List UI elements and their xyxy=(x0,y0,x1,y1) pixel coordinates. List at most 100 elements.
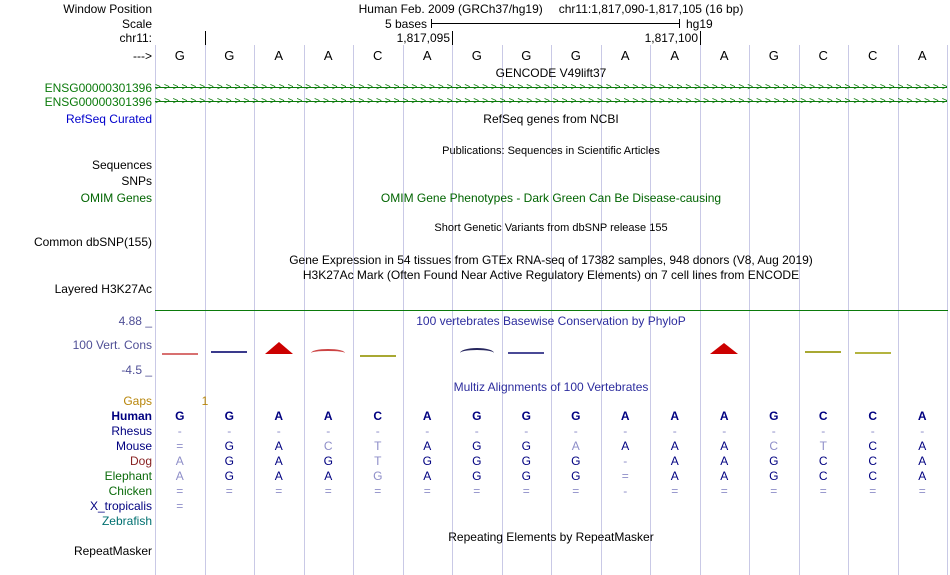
align-base: = xyxy=(176,439,184,453)
track-label-dbsnp[interactable]: Common dbSNP(155) xyxy=(33,235,152,249)
track-title-dbsnp[interactable]: Short Genetic Variants from dbSNP releas… xyxy=(434,222,668,234)
align-base: - xyxy=(623,484,628,498)
track-title-publications[interactable]: Publications: Sequences in Scientific Ar… xyxy=(442,145,660,157)
cons-mark-flat xyxy=(211,351,248,353)
align-base: = xyxy=(869,484,877,498)
align-base: = xyxy=(225,484,233,498)
align-base: - xyxy=(821,424,826,438)
align-base: G xyxy=(521,454,531,468)
track-label-conservation[interactable]: 100 Vert. Cons xyxy=(72,338,152,352)
align-base: G xyxy=(769,454,779,468)
track-title-gtex[interactable]: Gene Expression in 54 tissues from GTEx … xyxy=(289,253,813,267)
align-base: C xyxy=(373,409,383,423)
species-label[interactable]: Zebrafish xyxy=(101,514,152,528)
gene-arrows-1[interactable]: >>>>>>>>>>>>>>>>>>>>>>>>>>>>>>>>>>>>>>>>… xyxy=(155,81,947,94)
align-base: G xyxy=(769,469,779,483)
align-base: C xyxy=(818,409,828,423)
align-base: - xyxy=(672,424,677,438)
align-row-dog[interactable]: Dog A G A G T G G G G - A A G C C A xyxy=(0,454,950,469)
align-base: G xyxy=(472,469,482,483)
align-base: T xyxy=(374,454,382,468)
align-base: - xyxy=(474,424,479,438)
gene-label-1[interactable]: ENSG00000301396 xyxy=(44,81,152,95)
align-base: G xyxy=(422,454,432,468)
align-base: A xyxy=(324,469,333,483)
track-title-repeatmasker[interactable]: Repeating Elements by RepeatMasker xyxy=(448,530,654,544)
align-row-x_tropicalis[interactable]: X_tropicalis = xyxy=(0,499,950,514)
cons-mark-arc xyxy=(311,349,346,353)
species-label[interactable]: Mouse xyxy=(115,439,152,453)
gene-arrows-2[interactable]: >>>>>>>>>>>>>>>>>>>>>>>>>>>>>>>>>>>>>>>>… xyxy=(155,95,947,108)
species-label[interactable]: Elephant xyxy=(104,469,152,483)
align-base: G xyxy=(521,439,531,453)
align-row-human[interactable]: Human G G A A C A G G G A A A G C C A xyxy=(0,409,950,424)
align-base: G xyxy=(571,409,581,423)
align-base: - xyxy=(920,424,925,438)
align-base: C xyxy=(818,469,828,483)
assembly-title: Human Feb. 2009 (GRCh37/hg19) xyxy=(358,2,543,16)
track-title-conservation[interactable]: 100 vertebrates Basewise Conservation by… xyxy=(416,314,686,328)
species-label[interactable]: Rhesus xyxy=(111,424,152,438)
align-base: = xyxy=(423,484,431,498)
species-label[interactable]: Dog xyxy=(129,454,152,468)
strand-label: ---> xyxy=(133,49,152,63)
conservation-wiggle[interactable] xyxy=(0,336,950,364)
align-base: = xyxy=(671,484,679,498)
align-row-rhesus[interactable]: Rhesus - - - - - - - - - - - - - - - - xyxy=(0,424,950,439)
align-row-mouse[interactable]: Mouse = G A C T A G G A A A A C T C A xyxy=(0,439,950,454)
track-title-omim[interactable]: OMIM Gene Phenotypes - Dark Green Can Be… xyxy=(380,191,722,205)
base-letter: A xyxy=(323,48,333,63)
cons-mark-flat xyxy=(854,352,891,354)
cons-mark-flat xyxy=(161,353,198,355)
species-label[interactable]: Chicken xyxy=(108,484,152,498)
align-base: A xyxy=(917,409,927,423)
align-base: - xyxy=(326,424,331,438)
ruler-tick-label: 1,817,100 xyxy=(644,31,698,45)
align-base: G xyxy=(571,454,581,468)
align-base: = xyxy=(176,499,184,513)
align-base: - xyxy=(276,424,281,438)
align-base: - xyxy=(722,424,727,438)
base-letter: C xyxy=(868,48,878,63)
track-label-repeatmasker[interactable]: RepeatMasker xyxy=(73,544,152,558)
track-title-refseq[interactable]: RefSeq genes from NCBI xyxy=(483,112,619,126)
cons-mark-peak xyxy=(264,342,293,354)
align-base: - xyxy=(623,424,628,438)
track-label-refseq[interactable]: RefSeq Curated xyxy=(65,112,152,126)
track-label-omim[interactable]: OMIM Genes xyxy=(80,191,152,205)
align-base: C xyxy=(323,439,333,453)
base-letter: A xyxy=(274,48,284,63)
cons-mark-flat xyxy=(359,355,396,357)
track-label-h3k27ac[interactable]: Layered H3K27Ac xyxy=(54,282,152,296)
track-title-h3k27ac[interactable]: H3K27Ac Mark (Often Found Near Active Re… xyxy=(302,268,800,282)
align-base: - xyxy=(375,424,380,438)
align-base: A xyxy=(274,469,283,483)
align-base: - xyxy=(524,424,529,438)
align-row-zebrafish[interactable]: Zebrafish xyxy=(0,514,950,529)
ruler-tick xyxy=(452,31,453,45)
genome-label: hg19 xyxy=(686,17,713,31)
track-title-gencode[interactable]: GENCODE V49lift37 xyxy=(495,66,607,80)
align-base: G xyxy=(373,469,383,483)
align-base: - xyxy=(425,424,430,438)
base-letter: G xyxy=(224,48,235,63)
align-row-chicken[interactable]: Chicken = = = = = = = = = - = = = = = = xyxy=(0,484,950,499)
align-base: - xyxy=(177,424,182,438)
gene-label-2[interactable]: ENSG00000301396 xyxy=(44,95,152,109)
cons-axis-min: -4.5 _ xyxy=(121,363,152,377)
track-title-multiz[interactable]: Multiz Alignments of 100 Vertebrates xyxy=(453,380,649,394)
align-base: = xyxy=(572,484,580,498)
align-row-elephant[interactable]: Elephant A G A A G A G G G = A A G C C A xyxy=(0,469,950,484)
scale-value: 5 bases xyxy=(384,17,427,31)
track-label-snps[interactable]: SNPs xyxy=(121,174,152,188)
align-base: = xyxy=(819,484,827,498)
align-base: - xyxy=(870,424,875,438)
species-label[interactable]: X_tropicalis xyxy=(89,499,152,513)
align-base: A xyxy=(670,439,679,453)
align-base: C xyxy=(868,469,878,483)
align-base: G xyxy=(521,469,531,483)
track-label-sequences[interactable]: Sequences xyxy=(91,158,152,172)
species-label[interactable]: Human xyxy=(111,409,152,423)
align-base: C xyxy=(868,409,878,423)
